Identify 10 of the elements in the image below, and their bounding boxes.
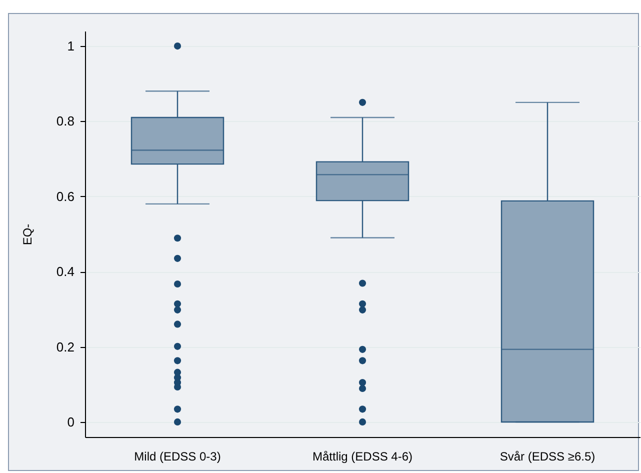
- y-tick-label: 0.6: [56, 188, 74, 204]
- y-tick-label: 0.8: [56, 114, 74, 129]
- y-tick-label: 1: [67, 38, 74, 54]
- y-tick-label: 0.4: [56, 264, 74, 280]
- x-tick-label: Måttlig (EDSS 4-6): [312, 450, 413, 464]
- y-tick-label: 0.2: [56, 339, 74, 354]
- y-axis-title: EQ-: [20, 224, 34, 246]
- y-tick-label: 0: [67, 414, 74, 430]
- x-tick-label: Svår (EDSS ≥6.5): [500, 450, 596, 464]
- x-tick-label: Mild (EDSS 0-3): [134, 450, 221, 464]
